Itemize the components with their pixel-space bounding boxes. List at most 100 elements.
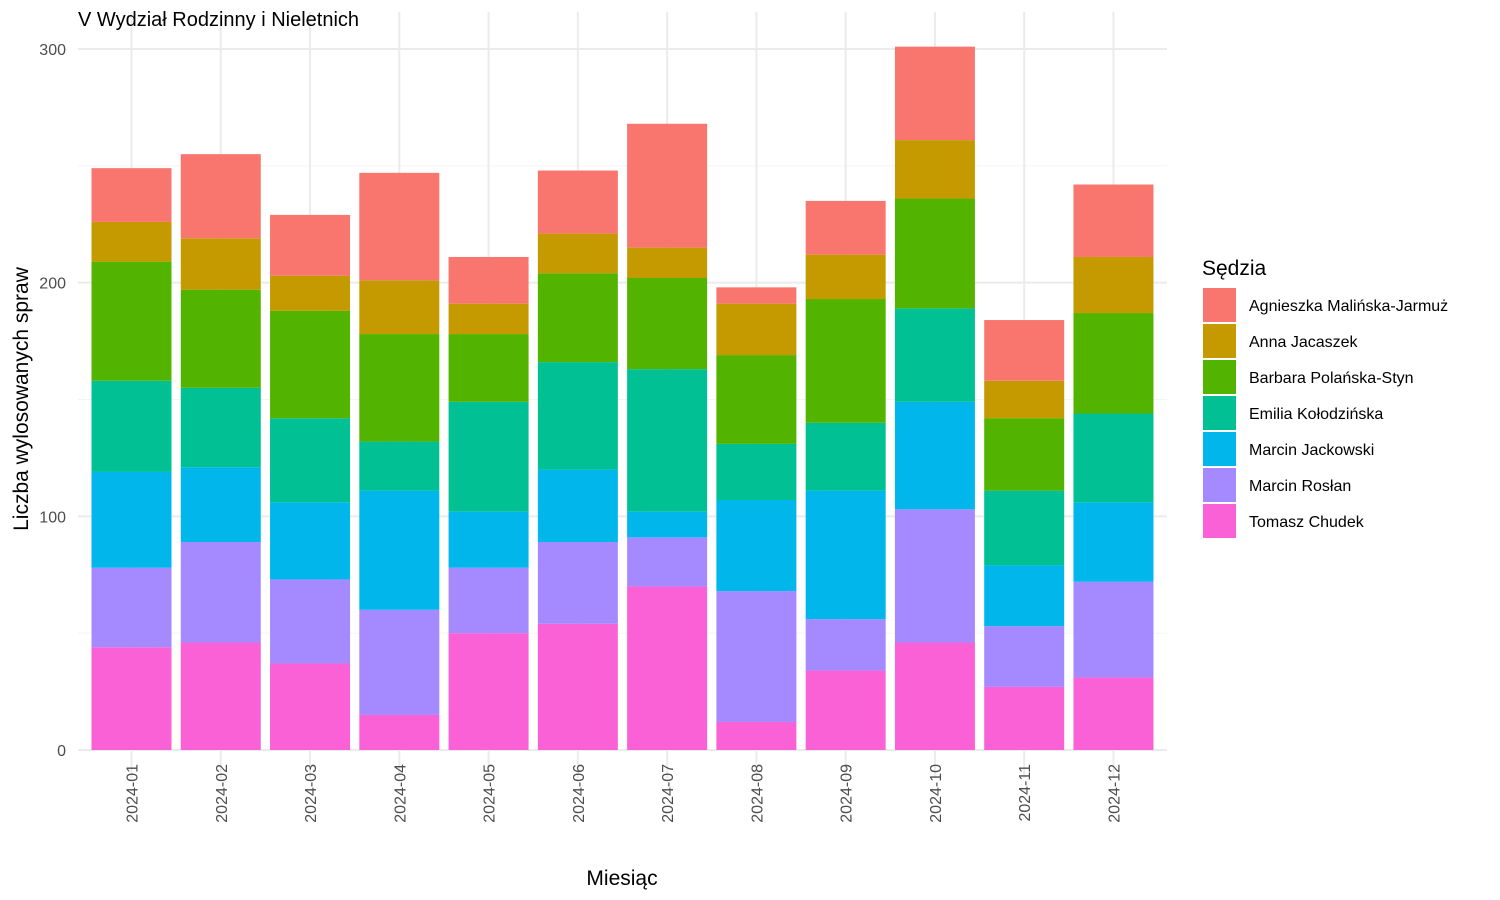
bar-segment xyxy=(984,320,1065,381)
bar-segment xyxy=(91,471,172,568)
legend-label: Marcin Jackowski xyxy=(1249,442,1374,459)
bar-segment xyxy=(805,422,886,491)
bar-segment xyxy=(984,380,1065,419)
bar-segment xyxy=(627,247,708,278)
x-tick-label: 2024-08 xyxy=(749,764,766,823)
x-axis-title: Miesiąc xyxy=(586,867,657,890)
bar-segment xyxy=(180,387,261,468)
bar-segment xyxy=(627,369,708,512)
bar-segment xyxy=(627,511,708,538)
bar-segment xyxy=(359,714,440,750)
bar-segment xyxy=(984,418,1065,491)
bar-segment xyxy=(91,168,172,222)
chart-title: V Wydział Rodzinny i Nieletnich xyxy=(78,9,359,31)
bar-segment xyxy=(448,567,529,634)
bar-segment xyxy=(359,280,440,335)
y-tick-label: 300 xyxy=(39,42,66,59)
x-tick-label: 2024-01 xyxy=(125,764,142,823)
y-tick-label: 200 xyxy=(39,276,66,293)
bar-segment xyxy=(805,299,886,423)
bar-segment xyxy=(448,256,529,304)
bar-segment xyxy=(270,275,351,311)
bar-segment xyxy=(1073,184,1154,257)
bar-segment xyxy=(1073,502,1154,582)
x-tick-label: 2024-05 xyxy=(482,764,499,823)
bar-segment xyxy=(716,499,797,592)
legend: Sędzia Agnieszka Malińska-Jarmuż Anna Jac… xyxy=(1202,257,1448,538)
legend-title: Sędzia xyxy=(1202,257,1267,280)
bar-segment xyxy=(894,198,975,309)
bar-segment xyxy=(270,214,351,276)
x-tick-label: 2024-06 xyxy=(571,764,588,823)
y-tick-label: 0 xyxy=(57,743,66,760)
bar-segment xyxy=(894,509,975,643)
legend-swatch xyxy=(1203,432,1236,466)
bar-segment xyxy=(984,490,1065,566)
legend-label: Agnieszka Malińska-Jarmuż xyxy=(1249,298,1448,315)
x-tick-label: 2024-04 xyxy=(392,764,409,823)
bar-segment xyxy=(270,310,351,419)
bar-segment xyxy=(537,623,618,750)
bar-segment xyxy=(537,469,618,543)
bar-segment xyxy=(91,567,172,648)
bar-segment xyxy=(359,609,440,715)
bar-segment xyxy=(984,686,1065,750)
bar-segment xyxy=(91,221,172,262)
bar-segment xyxy=(448,401,529,512)
legend-swatch xyxy=(1203,324,1236,358)
x-tick-label: 2024-07 xyxy=(660,764,677,823)
legend-swatch xyxy=(1203,360,1236,394)
legend-label: Barbara Polańska-Styn xyxy=(1249,370,1414,387)
bar-segment xyxy=(91,647,172,750)
legend-label: Anna Jacaszek xyxy=(1249,334,1359,351)
x-tick-label: 2024-03 xyxy=(303,764,320,823)
bar-segment xyxy=(270,663,351,750)
bar-segment xyxy=(1073,313,1154,414)
bar-segment xyxy=(180,642,261,750)
bar-segment xyxy=(359,172,440,281)
y-tick-label: 100 xyxy=(39,509,66,526)
bar-segment xyxy=(627,123,708,248)
bar-segment xyxy=(627,586,708,750)
bar-segment xyxy=(537,362,618,470)
bar-segment xyxy=(537,170,618,234)
y-axis-title: Liczba wylosowanych spraw xyxy=(10,266,33,531)
bar-segment xyxy=(1073,581,1154,678)
bar-segment xyxy=(894,642,975,750)
bar-segment xyxy=(537,273,618,363)
bar-segment xyxy=(894,401,975,510)
y-axis-ticks: 0 100 200 300 xyxy=(39,42,66,760)
bar-segment xyxy=(805,619,886,671)
x-tick-label: 2024-09 xyxy=(839,764,856,823)
bar-segment xyxy=(91,380,172,472)
bars xyxy=(91,46,1154,750)
bar-segment xyxy=(716,303,797,356)
bar-segment xyxy=(270,502,351,580)
bar-segment xyxy=(716,443,797,500)
bar-segment xyxy=(805,200,886,255)
bar-segment xyxy=(716,591,797,722)
bar-segment xyxy=(359,441,440,491)
bar-segment xyxy=(180,289,261,388)
bar-segment xyxy=(1073,677,1154,750)
bar-segment xyxy=(180,467,261,543)
bar-segment xyxy=(716,721,797,750)
x-tick-label: 2024-11 xyxy=(1017,764,1034,822)
bar-segment xyxy=(448,633,529,750)
x-tick-label: 2024-10 xyxy=(928,764,945,823)
x-tick-label: 2024-12 xyxy=(1106,764,1123,823)
legend-label: Emilia Kołodzińska xyxy=(1249,406,1383,423)
legend-swatch xyxy=(1203,396,1236,430)
bar-segment xyxy=(716,355,797,444)
legend-swatch xyxy=(1203,288,1236,322)
bar-segment xyxy=(180,154,261,239)
bar-segment xyxy=(894,308,975,402)
bar-segment xyxy=(448,334,529,402)
bar-segment xyxy=(805,670,886,750)
bar-segment xyxy=(537,542,618,624)
bar-segment xyxy=(984,565,1065,627)
bar-segment xyxy=(359,490,440,610)
bar-segment xyxy=(805,490,886,620)
